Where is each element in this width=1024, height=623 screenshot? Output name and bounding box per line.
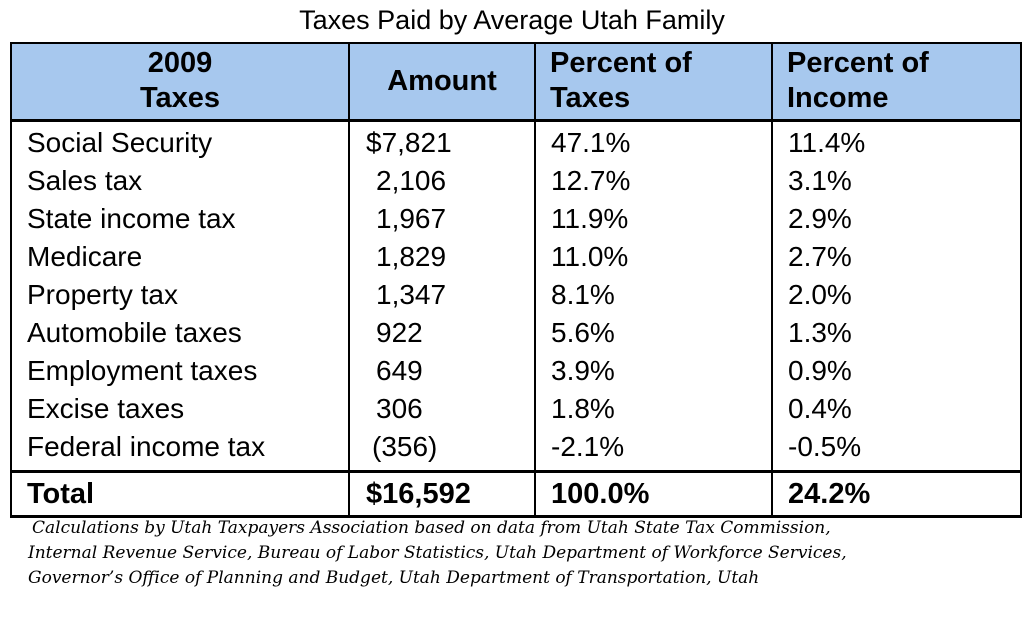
percent-of-taxes-cell: 12.7% (534, 161, 773, 200)
tax-name-cell: State income tax (10, 199, 350, 238)
total-percent-of-income-cell: 24.2% (771, 469, 1022, 518)
total-row: Total $16,592 100.0% 24.2% (10, 469, 1022, 518)
tax-name-cell: Federal income tax (10, 427, 350, 471)
percent-of-income-cell: 1.3% (771, 313, 1022, 352)
percent-of-taxes-cell: 1.8% (534, 389, 773, 428)
table-row: Automobile taxes 922 5.6% 1.3% (10, 313, 1022, 352)
header-2009-taxes-line1: 2009 (147, 47, 213, 80)
percent-of-taxes-cell: 47.1% (534, 120, 773, 162)
amount-cell: 649 (348, 351, 536, 390)
tax-name-cell: Social Security (10, 120, 350, 162)
source-note-line: Internal Revenue Service, Bureau of Labo… (28, 543, 847, 563)
header-percent-of-income-line2: Income (787, 82, 889, 115)
total-amount-cell: $16,592 (348, 469, 536, 518)
table-row: Property tax 1,347 8.1% 2.0% (10, 275, 1022, 314)
header-percent-of-taxes-line1: Percent of (550, 47, 692, 80)
tax-name-cell: Property tax (10, 275, 350, 314)
table-row: Sales tax 2,106 12.7% 3.1% (10, 161, 1022, 200)
table-row: Medicare 1,829 11.0% 2.7% (10, 237, 1022, 276)
tax-name-cell: Sales tax (10, 161, 350, 200)
header-percent-of-income-line1: Percent of (787, 47, 929, 80)
header-percent-of-taxes: Percent of Taxes (534, 42, 773, 122)
header-row: 2009 Taxes Amount Percent of Taxes Perce… (10, 42, 1022, 122)
header-percent-of-income: Percent of Income (771, 42, 1022, 122)
header-amount: Amount (348, 42, 536, 122)
amount-cell: (356) (348, 427, 536, 471)
taxes-table: 2009 Taxes Amount Percent of Taxes Perce… (10, 42, 1022, 518)
percent-of-income-cell: 11.4% (771, 120, 1022, 162)
table-title: Taxes Paid by Average Utah Family (299, 5, 725, 35)
source-note: Calculations by Utah Taxpayers Associati… (28, 516, 1018, 591)
percent-of-taxes-cell: 11.0% (534, 237, 773, 276)
total-label-cell: Total (10, 469, 350, 518)
tax-name-cell: Medicare (10, 237, 350, 276)
total-percent-of-taxes-cell: 100.0% (534, 469, 773, 518)
percent-of-taxes-cell: 8.1% (534, 275, 773, 314)
amount-cell: 1,967 (348, 199, 536, 238)
tax-name-cell: Automobile taxes (10, 313, 350, 352)
percent-of-income-cell: 2.9% (771, 199, 1022, 238)
amount-cell: $7,821 (348, 120, 536, 162)
percent-of-income-cell: 3.1% (771, 161, 1022, 200)
percent-of-income-cell: 2.0% (771, 275, 1022, 314)
source-note-line: Calculations by Utah Taxpayers Associati… (32, 518, 831, 538)
percent-of-income-cell: 0.4% (771, 389, 1022, 428)
tax-name-cell: Excise taxes (10, 389, 350, 428)
percent-of-taxes-cell: 5.6% (534, 313, 773, 352)
header-percent-of-taxes-line2: Taxes (550, 82, 631, 115)
percent-of-taxes-cell: -2.1% (534, 427, 773, 471)
table-row: Federal income tax (356) -2.1% -0.5% (10, 427, 1022, 471)
table-row: Social Security $7,821 47.1% 11.4% (10, 120, 1022, 162)
amount-cell: 306 (348, 389, 536, 428)
table-row: Excise taxes 306 1.8% 0.4% (10, 389, 1022, 428)
header-2009-taxes-line2: Taxes (139, 82, 221, 115)
percent-of-income-cell: -0.5% (771, 427, 1022, 471)
percent-of-taxes-cell: 3.9% (534, 351, 773, 390)
percent-of-income-cell: 2.7% (771, 237, 1022, 276)
source-note-line: Governor’s Office of Planning and Budget… (28, 568, 760, 588)
table-row: State income tax 1,967 11.9% 2.9% (10, 199, 1022, 238)
percent-of-taxes-cell: 11.9% (534, 199, 773, 238)
amount-cell: 1,347 (348, 275, 536, 314)
percent-of-income-cell: 0.9% (771, 351, 1022, 390)
header-2009-taxes: 2009 Taxes (10, 42, 350, 122)
table-row: Employment taxes 649 3.9% 0.9% (10, 351, 1022, 390)
amount-cell: 1,829 (348, 237, 536, 276)
tax-name-cell: Employment taxes (10, 351, 350, 390)
amount-cell: 2,106 (348, 161, 536, 200)
amount-cell: 922 (348, 313, 536, 352)
